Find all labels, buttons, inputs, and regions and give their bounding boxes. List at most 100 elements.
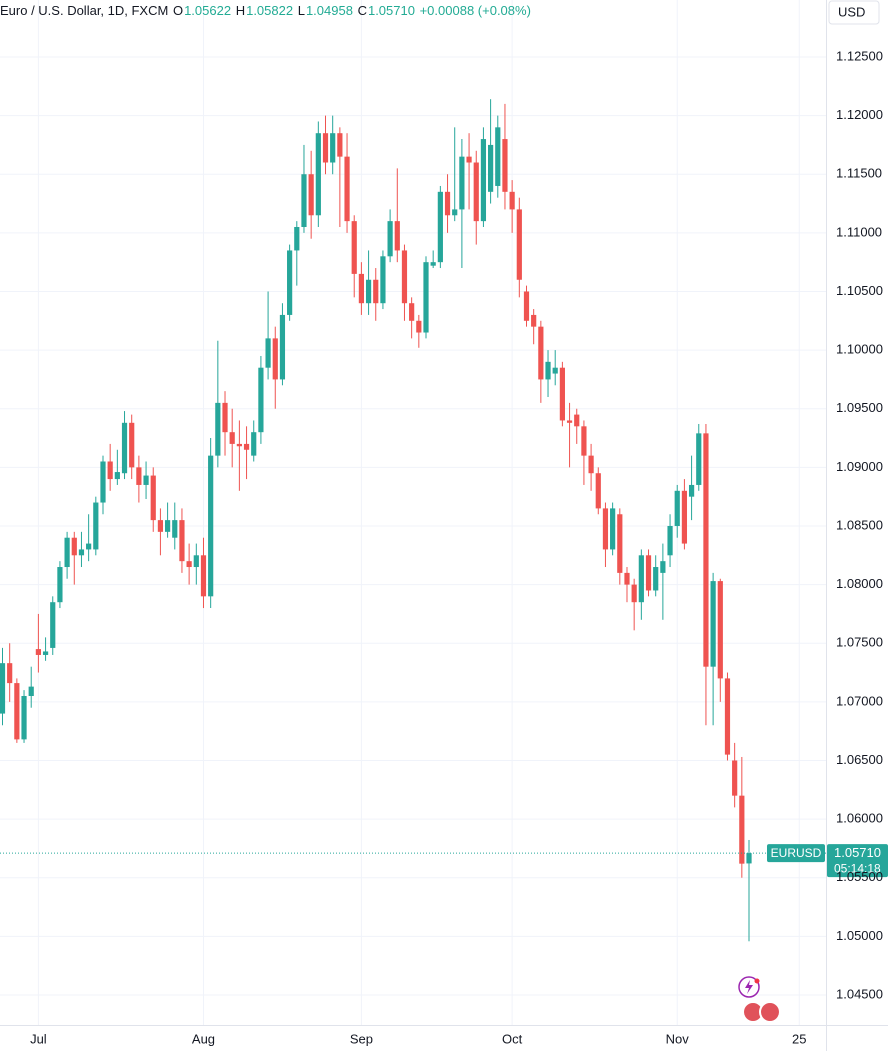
candle-body xyxy=(674,490,680,526)
candle-body xyxy=(136,467,142,485)
candle-body xyxy=(566,420,573,423)
candle-body xyxy=(35,649,41,655)
candle-body xyxy=(502,139,508,192)
currency-button[interactable] xyxy=(828,0,880,25)
candle-body xyxy=(50,602,56,648)
candle-body xyxy=(373,279,379,304)
candle-body xyxy=(272,338,278,380)
candle-body xyxy=(301,174,307,227)
lightning-icon xyxy=(745,980,753,994)
candle-body xyxy=(387,221,393,257)
candle-body xyxy=(0,663,6,714)
candle-body xyxy=(401,250,408,304)
candle-body xyxy=(552,367,558,374)
candle-body xyxy=(523,291,530,321)
candle-body xyxy=(516,209,522,280)
candle-body xyxy=(645,555,652,591)
candle-body xyxy=(473,162,479,222)
candle-body xyxy=(667,525,673,556)
candle-body xyxy=(365,279,372,304)
y-tick-label: 1.09000 xyxy=(836,459,883,474)
candle-body xyxy=(581,426,587,456)
candle-body xyxy=(495,127,501,186)
candle-body xyxy=(688,484,695,497)
price-tag-bg xyxy=(827,844,888,878)
y-tick-label: 1.07000 xyxy=(836,693,883,708)
candle-body xyxy=(265,338,271,368)
candle-body xyxy=(21,695,27,740)
y-tick-label: 1.07500 xyxy=(836,635,883,650)
candle-body xyxy=(186,561,192,568)
x-tick-label: Sep xyxy=(350,1031,373,1046)
candle-body xyxy=(294,226,300,251)
candle-body xyxy=(430,262,436,266)
change-value: +0.00088 (+0.08%) xyxy=(419,3,531,18)
candle-body xyxy=(717,581,723,679)
candle-body xyxy=(409,303,415,321)
ohlc-value: 1.05710 xyxy=(367,3,415,18)
candle-body xyxy=(14,683,20,740)
candle-body xyxy=(624,572,630,585)
candle-body xyxy=(703,433,709,667)
ohlc-value: 1.05822 xyxy=(246,3,294,18)
candle-body xyxy=(150,475,156,521)
candle-body xyxy=(437,191,443,263)
candle-body xyxy=(222,402,228,433)
candle-body xyxy=(78,549,85,556)
candle-body xyxy=(287,250,293,315)
candle-body xyxy=(660,561,666,573)
candle-body xyxy=(488,144,494,192)
candle-body xyxy=(71,537,77,556)
y-tick-label: 1.08500 xyxy=(836,517,883,532)
ohlc-key: L xyxy=(297,3,305,18)
y-tick-label: 1.09500 xyxy=(836,400,883,415)
y-tick-label: 1.11500 xyxy=(836,166,882,181)
y-tick-label: 1.12500 xyxy=(836,48,883,63)
y-tick-label: 1.08000 xyxy=(836,576,883,591)
x-tick-label: Oct xyxy=(502,1031,523,1046)
ohlc-key: C xyxy=(357,3,367,18)
countdown: 05:14:18 xyxy=(834,861,881,875)
y-tick-label: 1.04500 xyxy=(836,986,883,1001)
candle-body xyxy=(459,156,465,210)
candle-body xyxy=(588,455,594,474)
candle-body xyxy=(86,543,92,550)
candle-body xyxy=(739,795,745,864)
candle-body xyxy=(258,367,264,433)
candle-layer xyxy=(0,99,752,942)
candle-body xyxy=(696,433,702,485)
ohlc-value: 1.05622 xyxy=(184,3,232,18)
candle-body xyxy=(236,443,242,447)
y-tick-label: 1.05500 xyxy=(836,869,883,884)
candle-body xyxy=(121,422,128,474)
candle-body xyxy=(380,256,386,304)
candle-body xyxy=(595,473,601,509)
candle-body xyxy=(638,555,644,603)
event-dot xyxy=(754,978,760,984)
candle-body xyxy=(602,508,609,550)
candle-body xyxy=(545,361,551,380)
symbol-tag-bg xyxy=(767,844,825,863)
currency-label: USD xyxy=(838,4,865,19)
x-tick-label: Jul xyxy=(30,1031,47,1046)
candle-body xyxy=(164,520,171,532)
ohlc-key: O xyxy=(172,3,184,18)
candle-body xyxy=(538,326,544,380)
candle-body xyxy=(308,174,314,216)
candle-body xyxy=(243,443,250,450)
candle-body xyxy=(466,156,472,163)
y-tick-label: 1.10500 xyxy=(836,283,883,298)
candle-body xyxy=(452,209,458,216)
ohlc-value: 1.04958 xyxy=(305,3,353,18)
candle-body xyxy=(358,273,364,304)
flag-icon[interactable] xyxy=(759,1001,781,1023)
symbol-tag: EURUSD xyxy=(771,846,822,860)
y-tick-label: 1.05000 xyxy=(836,928,883,943)
candle-body xyxy=(93,502,99,550)
candle-body xyxy=(251,432,257,456)
candle-body xyxy=(143,475,149,485)
candle-body xyxy=(574,414,580,427)
candle-body xyxy=(129,422,135,468)
